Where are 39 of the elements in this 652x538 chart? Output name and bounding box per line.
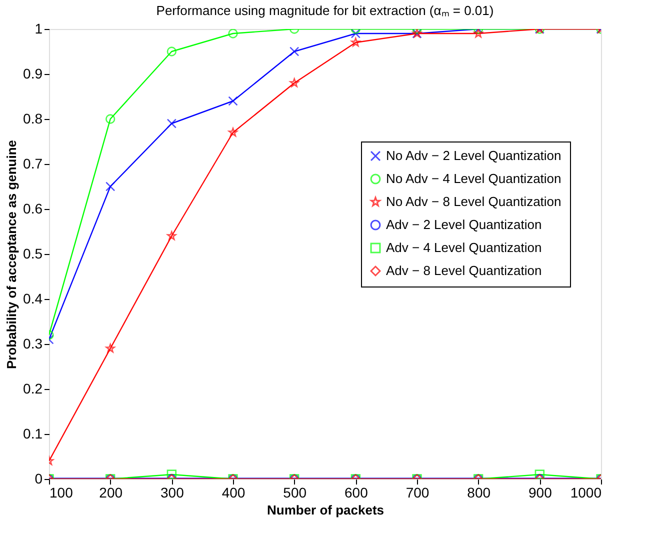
y-tick-label: 0.6 (23, 200, 43, 216)
x-tick-label: 1000 (570, 484, 602, 500)
point (166, 118, 176, 128)
point (166, 46, 176, 56)
point (228, 128, 238, 137)
y-tick-label: 0.5 (23, 246, 43, 262)
x-tick-label: 200 (99, 484, 123, 500)
y-tick-label: 1 (34, 20, 43, 36)
x-axis-title: Number of packets (266, 502, 384, 518)
x-tick-label: 300 (160, 484, 184, 500)
x-tick-label: 700 (406, 484, 430, 500)
chart-title: Performance using magnitude for bit extraction (αₘ = 0.01) (156, 3, 494, 18)
point (228, 96, 238, 106)
legend-label: Adv − 2 Level Quantization (386, 217, 542, 232)
x-tick-label: 600 (344, 484, 368, 500)
legend-label: No Adv − 4 Level Quantization (386, 171, 562, 186)
legend-label: Adv − 4 Level Quantization (386, 240, 542, 255)
y-tick-label: 0.9 (23, 66, 43, 82)
y-tick-label: 0.7 (23, 156, 43, 172)
y-tick-label: 0.4 (23, 290, 43, 306)
y-tick-label: 0 (34, 470, 43, 486)
point (350, 29, 360, 38)
legend-label: No Adv − 2 Level Quantization (386, 148, 562, 163)
x-tick-label: 100 (50, 484, 74, 500)
legend-label: Adv − 8 Level Quantization (386, 263, 542, 278)
y-tick-label: 0.8 (23, 110, 43, 126)
x-tick-label: 900 (528, 484, 552, 500)
point (106, 182, 116, 192)
y-tick-label: 0.3 (23, 336, 43, 352)
legend-label: No Adv − 8 Level Quantization (386, 194, 562, 209)
point (228, 29, 238, 38)
y-tick-label: 0.2 (23, 380, 43, 396)
x-tick-label: 500 (283, 484, 307, 500)
x-tick-label: 800 (467, 484, 491, 500)
point (290, 46, 300, 56)
point (106, 114, 116, 124)
y-tick-label: 0.1 (23, 426, 43, 442)
y-axis-title: Probability of acceptance as genuine (4, 140, 20, 370)
x-tick-label: 400 (222, 484, 246, 500)
